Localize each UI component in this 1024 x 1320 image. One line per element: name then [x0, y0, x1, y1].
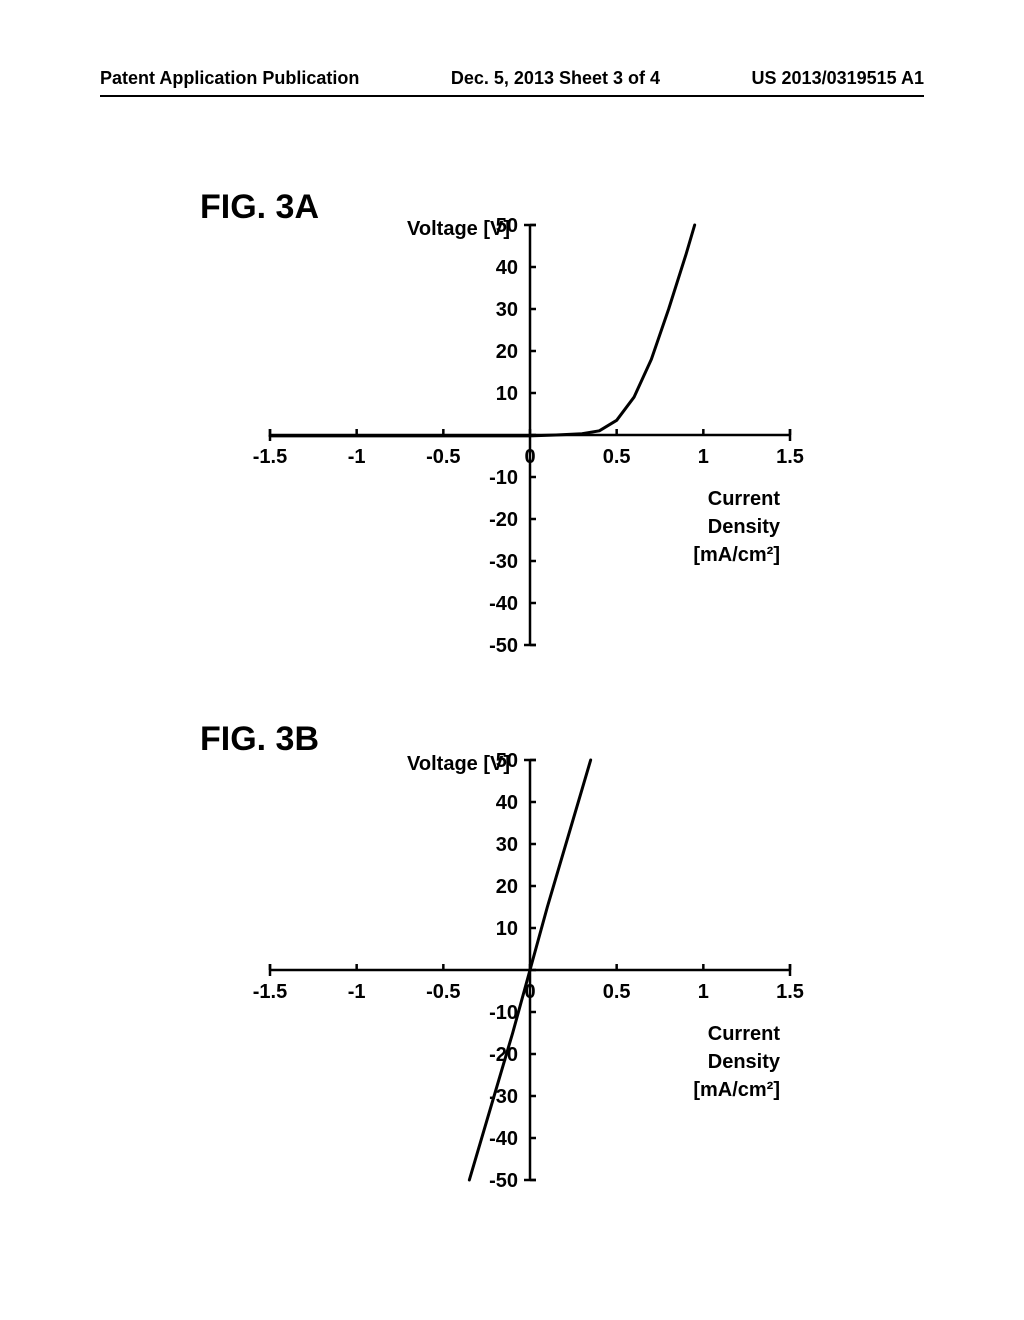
header-left: Patent Application Publication: [100, 68, 359, 89]
header-rule: [100, 95, 924, 97]
svg-text:-1: -1: [348, 446, 366, 468]
header-right: US 2013/0319515 A1: [752, 68, 924, 89]
svg-text:-40: -40: [489, 593, 518, 615]
svg-text:-0.5: -0.5: [426, 446, 460, 468]
svg-text:-50: -50: [489, 1170, 518, 1192]
svg-text:Current: Current: [708, 1023, 781, 1045]
svg-text:Density: Density: [708, 1051, 781, 1073]
svg-text:Current: Current: [708, 488, 781, 510]
svg-text:[mA/cm²]: [mA/cm²]: [693, 544, 780, 566]
figure-a-chart: -1.5 -1 -0.5 0 0.5 1 1.5 -50 -40 -30 -20 -10 10 20 30 4…: [230, 205, 820, 675]
svg-text:30: 30: [496, 299, 518, 321]
svg-text:10: 10: [496, 383, 518, 405]
svg-text:-1: -1: [348, 981, 366, 1003]
chart-a-svg: -1.5 -1 -0.5 0 0.5 1 1.5 -50 -40 -30 -20 -10 10 20 30 4…: [230, 205, 820, 675]
svg-text:1.5: 1.5: [776, 981, 804, 1003]
header-center: Dec. 5, 2013 Sheet 3 of 4: [451, 68, 660, 89]
svg-text:[mA/cm²]: [mA/cm²]: [693, 1079, 780, 1101]
chart-b-svg: -1.5-1-0.500.511.5-50-40-30-20-101020304…: [230, 740, 820, 1210]
svg-text:-30: -30: [489, 551, 518, 573]
svg-text:-20: -20: [489, 509, 518, 531]
svg-text:-1.5: -1.5: [253, 446, 287, 468]
svg-text:-1.5: -1.5: [253, 981, 287, 1003]
svg-text:0: 0: [524, 446, 535, 468]
svg-text:20: 20: [496, 341, 518, 363]
svg-text:-10: -10: [489, 1002, 518, 1024]
svg-text:30: 30: [496, 834, 518, 856]
svg-text:Voltage [V]: Voltage [V]: [407, 753, 510, 775]
svg-text:10: 10: [496, 918, 518, 940]
svg-text:Voltage [V]: Voltage [V]: [407, 218, 510, 240]
svg-text:1: 1: [698, 446, 709, 468]
svg-text:40: 40: [496, 257, 518, 279]
page-header: Patent Application Publication Dec. 5, 2…: [100, 68, 924, 89]
svg-text:-50: -50: [489, 635, 518, 657]
svg-text:0.5: 0.5: [603, 446, 631, 468]
page: Patent Application Publication Dec. 5, 2…: [0, 0, 1024, 1320]
svg-text:-0.5: -0.5: [426, 981, 460, 1003]
svg-text:1: 1: [698, 981, 709, 1003]
svg-text:20: 20: [496, 876, 518, 898]
svg-text:40: 40: [496, 792, 518, 814]
svg-text:-40: -40: [489, 1128, 518, 1150]
figure-b-chart: -1.5-1-0.500.511.5-50-40-30-20-101020304…: [230, 740, 820, 1210]
svg-text:-10: -10: [489, 467, 518, 489]
svg-text:1.5: 1.5: [776, 446, 804, 468]
svg-text:0.5: 0.5: [603, 981, 631, 1003]
svg-text:Density: Density: [708, 516, 781, 538]
